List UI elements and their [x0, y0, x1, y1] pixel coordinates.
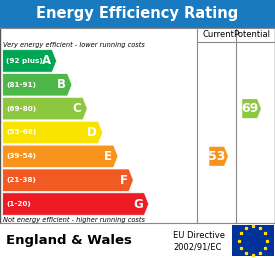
- Text: B: B: [57, 78, 66, 91]
- Text: Very energy efficient - lower running costs: Very energy efficient - lower running co…: [3, 42, 145, 48]
- Text: 2002/91/EC: 2002/91/EC: [173, 242, 222, 251]
- Text: EU Directive: EU Directive: [173, 231, 225, 240]
- Polygon shape: [209, 147, 228, 166]
- Polygon shape: [3, 145, 118, 167]
- Text: (81-91): (81-91): [6, 82, 36, 88]
- Text: A: A: [42, 54, 51, 67]
- Text: (1-20): (1-20): [6, 201, 31, 207]
- Bar: [232, 225, 274, 256]
- Text: England & Wales: England & Wales: [6, 234, 131, 247]
- Polygon shape: [242, 99, 261, 118]
- Text: E: E: [104, 150, 112, 163]
- Text: C: C: [73, 102, 81, 115]
- Text: (92 plus): (92 plus): [6, 58, 43, 64]
- Text: (39-54): (39-54): [6, 153, 36, 159]
- Polygon shape: [3, 169, 133, 191]
- Text: Energy Efficiency Rating: Energy Efficiency Rating: [36, 6, 239, 21]
- Text: 53: 53: [208, 150, 226, 163]
- Text: Potential: Potential: [233, 30, 270, 39]
- Polygon shape: [3, 50, 56, 72]
- Text: (55-68): (55-68): [6, 130, 36, 135]
- Text: D: D: [87, 126, 97, 139]
- Text: (21-38): (21-38): [6, 177, 36, 183]
- Bar: [0, 0, 275, 28]
- Text: Not energy efficient - higher running costs: Not energy efficient - higher running co…: [3, 217, 145, 223]
- Polygon shape: [3, 193, 148, 215]
- Text: F: F: [120, 174, 128, 187]
- Polygon shape: [3, 121, 103, 144]
- Text: Current: Current: [203, 30, 235, 39]
- Bar: [0, 223, 275, 258]
- Polygon shape: [3, 98, 87, 120]
- Text: (69-80): (69-80): [6, 106, 36, 112]
- Polygon shape: [3, 74, 72, 96]
- Text: G: G: [133, 198, 143, 211]
- Text: 69: 69: [241, 102, 258, 115]
